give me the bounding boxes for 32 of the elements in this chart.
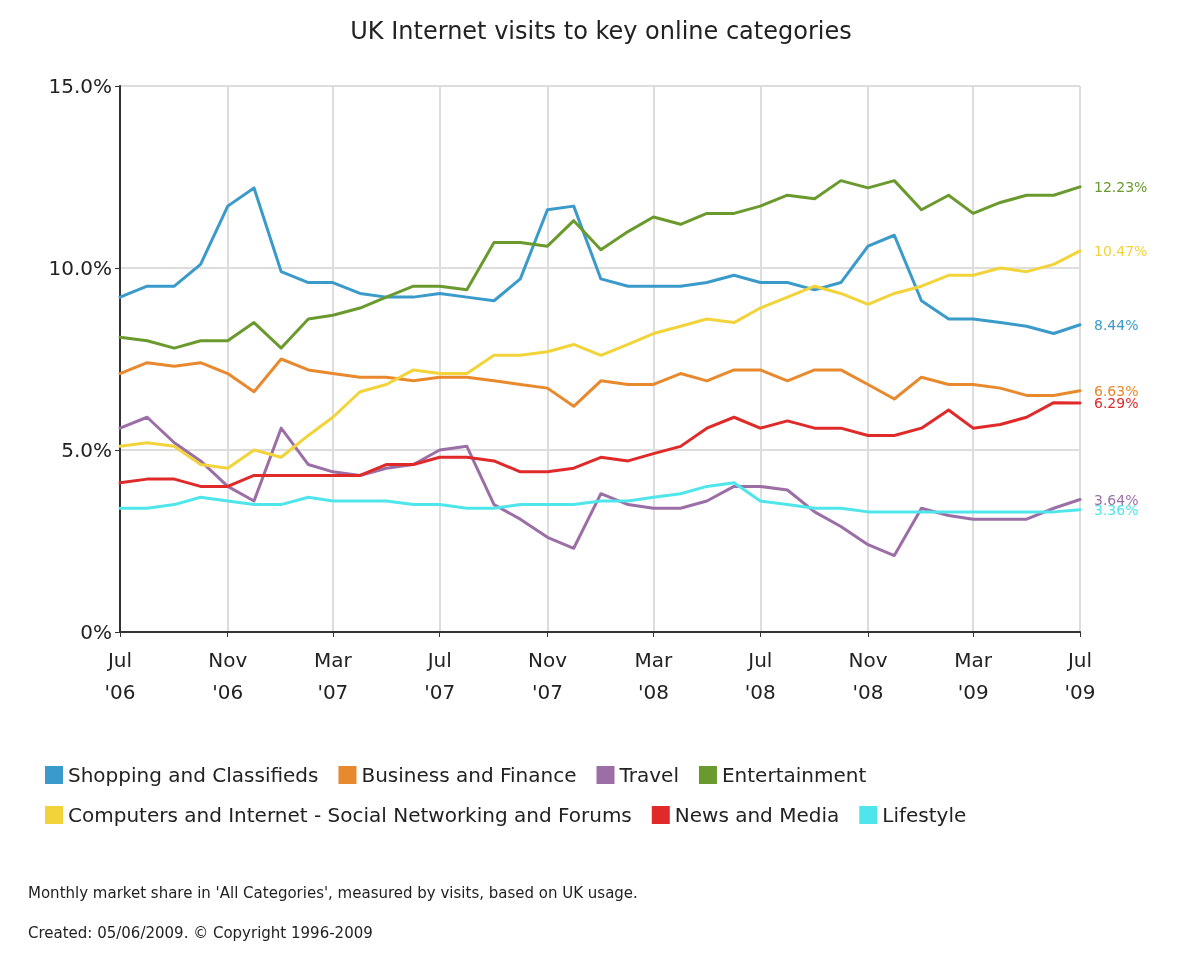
x-tick-label: Nov '06 [208, 648, 248, 704]
x-tick-label: Mar '09 [954, 648, 993, 704]
x-tick-label: Mar '08 [634, 648, 674, 704]
legend-label: Travel [618, 763, 679, 787]
chart-title: UK Internet visits to key online categories [350, 17, 852, 45]
legend-label: Computers and Internet - Social Networking and Forums [68, 803, 632, 827]
data-label: 10.47% [1094, 242, 1148, 259]
line-series [118, 415, 1082, 558]
x-tick-label: Jul '06 [104, 648, 136, 704]
x-tick-label: Jul '07 [424, 648, 456, 704]
x-tick-label: Mar '07 [313, 648, 353, 704]
legend-label: Entertainment [721, 763, 867, 787]
y-tick-label: 10.0% [48, 256, 112, 280]
y-tick-label: 15.0% [48, 74, 112, 98]
text: Monthly market share in 'All Categories', measured by visits, based on UK usage. [28, 884, 638, 902]
line-series [118, 401, 1082, 488]
x-tick-label: Nov '08 [848, 648, 888, 704]
text: Created: 05/06/2009. © Copyright 1996-2009 [28, 924, 373, 942]
legend-label: Shopping and Classifieds [68, 763, 319, 787]
y-tick-label: 0% [80, 620, 112, 644]
line-series [118, 249, 1082, 470]
data-label: 8.44% [1094, 316, 1139, 333]
legend-label: Lifestyle [882, 803, 967, 827]
legend-label: Business and Finance [361, 763, 577, 787]
line-series [118, 357, 1082, 408]
y-tick-label: 5.0% [61, 438, 112, 462]
line-series [118, 481, 1082, 514]
data-label: 12.23% [1094, 178, 1148, 195]
x-tick-label: Nov '07 [527, 648, 568, 704]
x-tick-label: Jul '09 [1064, 648, 1096, 704]
legend-label: News and Media [674, 803, 840, 827]
x-tick-label: Jul '08 [744, 648, 776, 704]
